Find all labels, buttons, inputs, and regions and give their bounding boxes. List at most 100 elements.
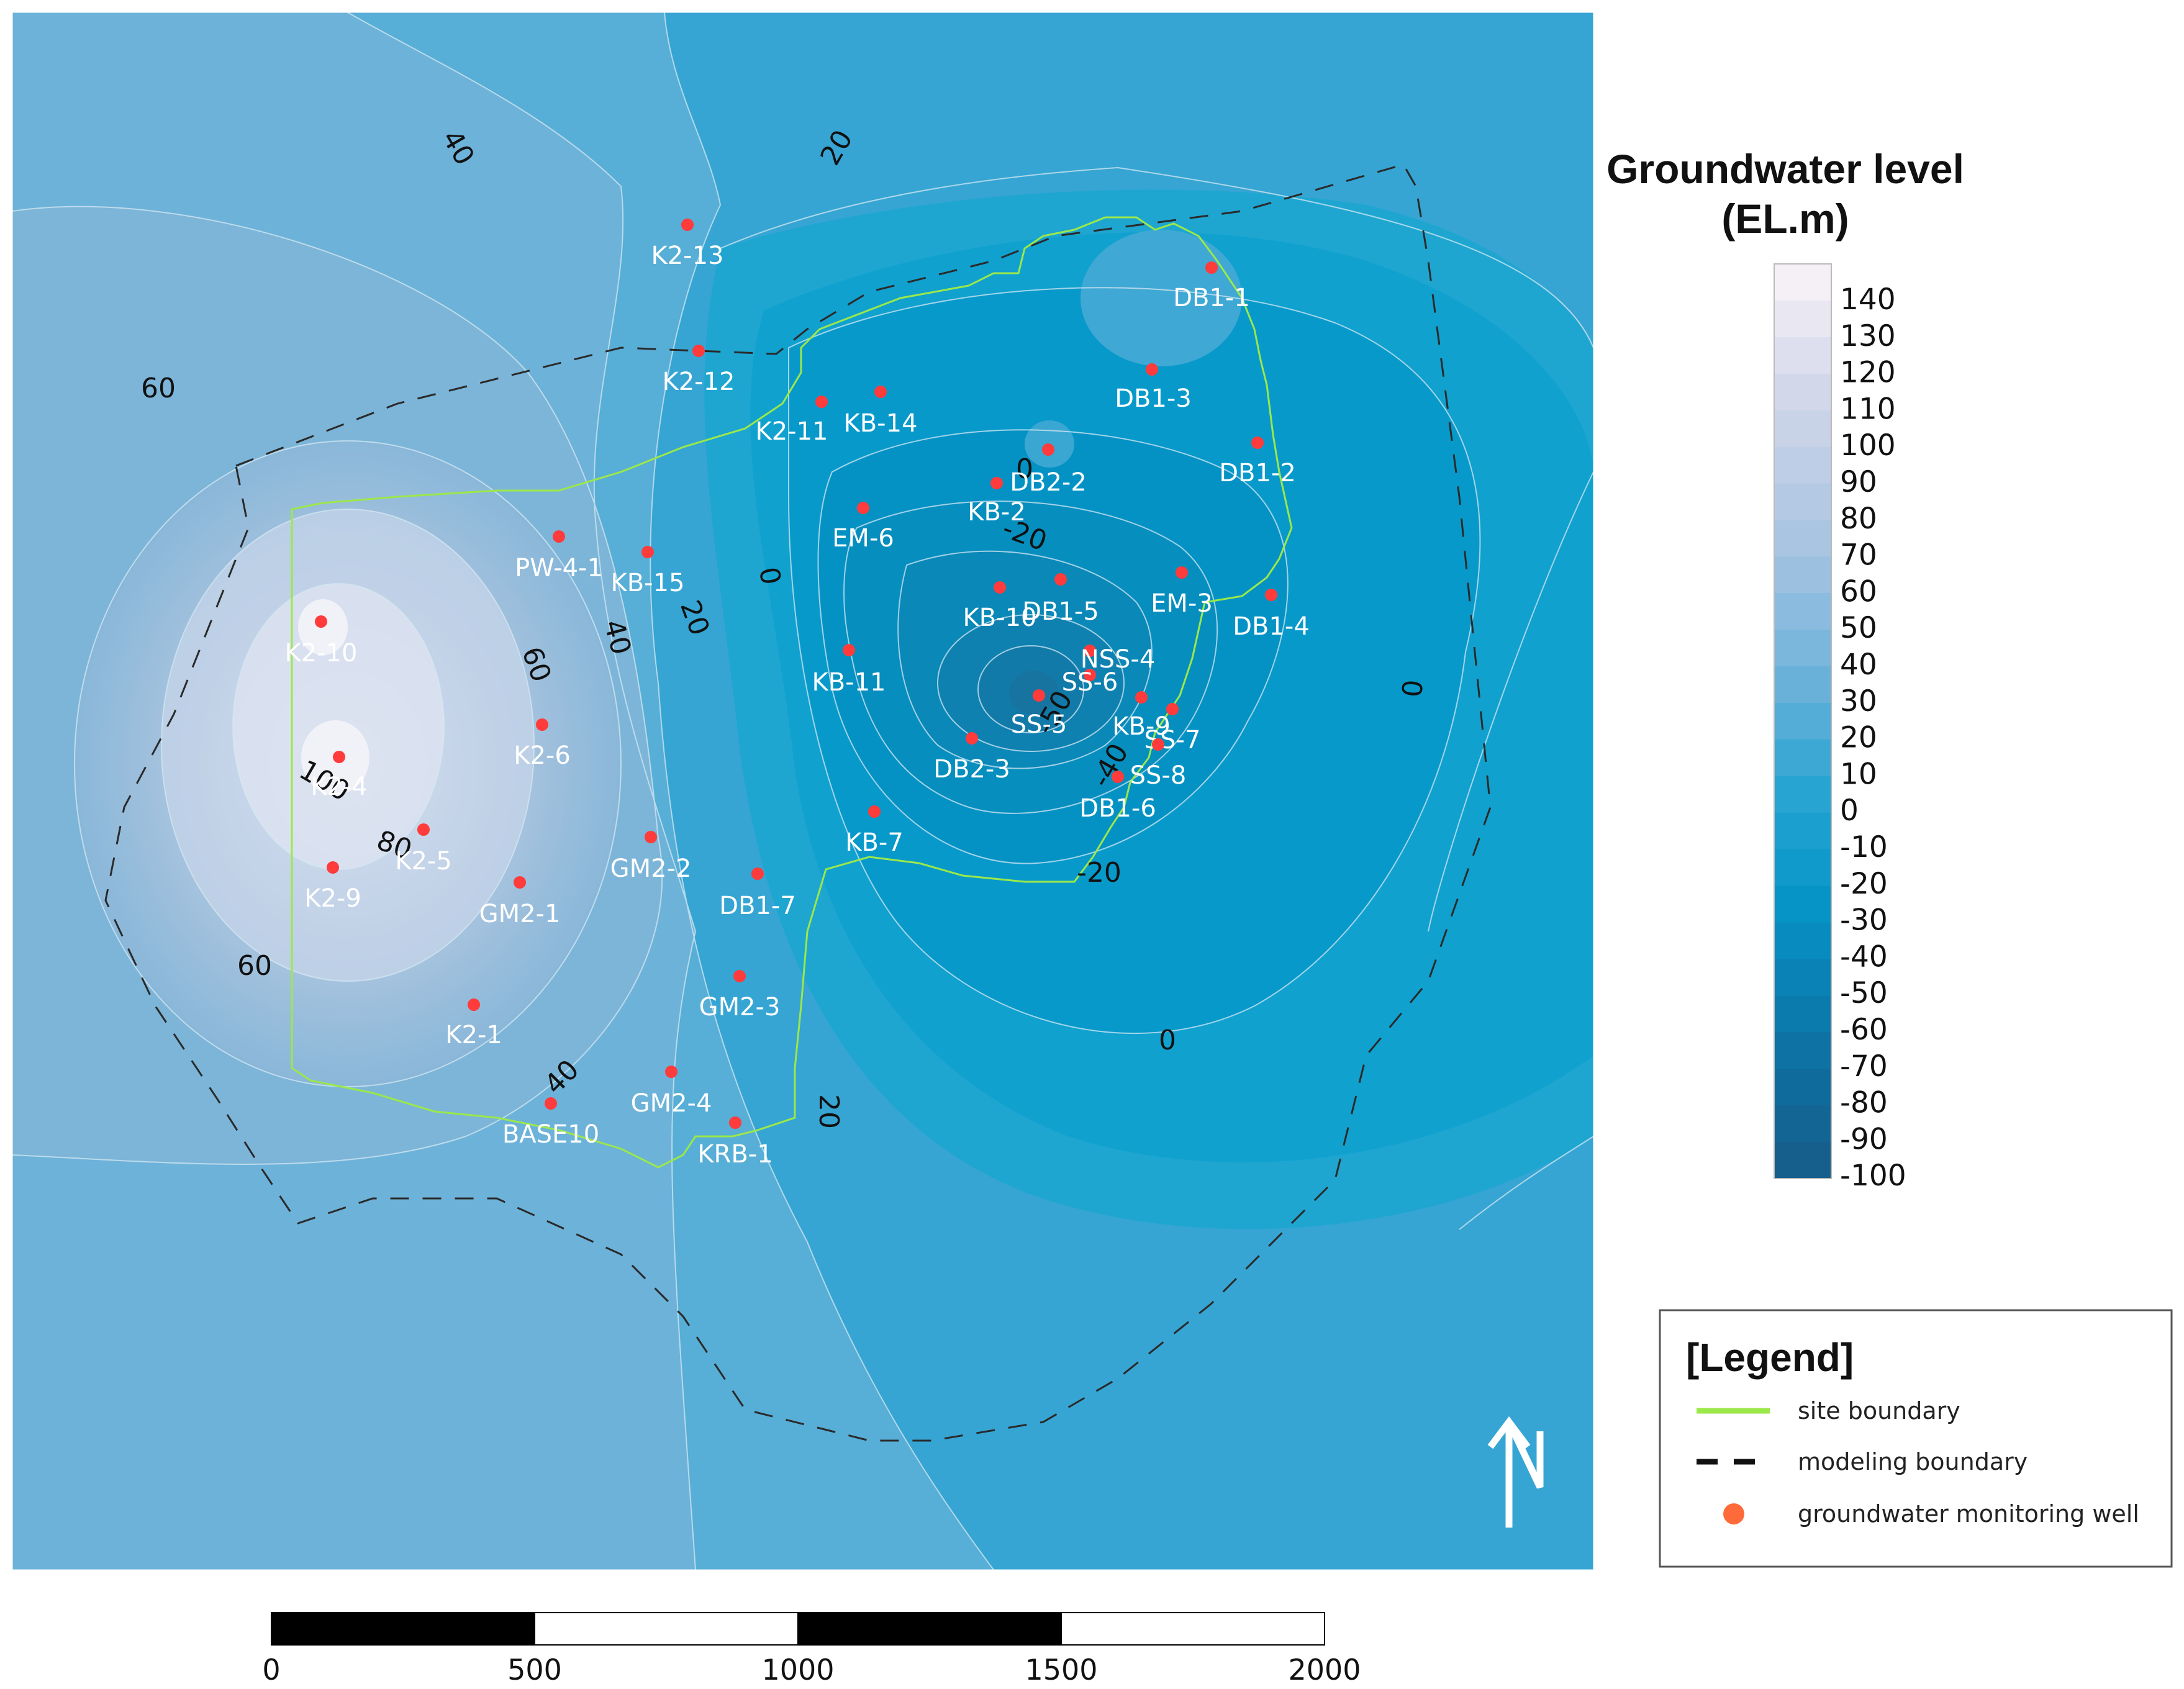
well-marker-icon[interactable] (1042, 443, 1054, 456)
well-marker-icon[interactable] (545, 1097, 557, 1110)
monitoring-well[interactable]: K2-11 (755, 396, 828, 446)
well-marker-icon[interactable] (729, 1116, 741, 1129)
monitoring-well[interactable]: BASE10 (502, 1097, 599, 1149)
well-marker-icon[interactable] (966, 732, 978, 745)
monitoring-well[interactable]: PW-4-1 (515, 530, 603, 582)
well-marker-icon[interactable] (857, 502, 869, 514)
monitoring-well[interactable]: GM2-3 (699, 970, 781, 1021)
well-label: K2-1 (445, 1021, 502, 1049)
monitoring-well[interactable]: K2-6 (514, 718, 571, 770)
monitoring-well[interactable]: KRB-1 (697, 1116, 773, 1169)
monitoring-well[interactable]: DB2-2 (1010, 443, 1087, 497)
well-marker-icon[interactable] (645, 831, 657, 843)
well-marker-icon[interactable] (990, 477, 1003, 489)
well-marker-icon[interactable] (874, 386, 887, 398)
well-marker-icon[interactable] (1251, 437, 1264, 449)
colorbar-swatch (1774, 520, 1831, 558)
scale-segment-3 (798, 1613, 1061, 1645)
legend-modeling-boundary-label: modeling boundary (1798, 1448, 2028, 1475)
well-marker-icon[interactable] (1205, 261, 1218, 274)
monitoring-well[interactable]: SS-5 (1011, 689, 1067, 739)
monitoring-well[interactable]: DB1-3 (1115, 363, 1192, 413)
monitoring-well[interactable]: DB1-4 (1233, 589, 1310, 641)
monitoring-well[interactable]: KB-7 (845, 805, 904, 857)
well-marker-icon[interactable] (553, 530, 565, 543)
well-marker-icon[interactable] (868, 805, 881, 818)
well-marker-icon[interactable] (1112, 771, 1124, 783)
well-marker-icon[interactable] (681, 219, 694, 231)
well-marker-icon[interactable] (1054, 573, 1067, 586)
monitoring-well[interactable]: DB1-1 (1173, 261, 1250, 312)
monitoring-well[interactable]: K2-12 (662, 345, 735, 396)
well-marker-icon[interactable] (815, 396, 828, 408)
well-marker-icon[interactable] (843, 644, 855, 656)
colorbar-swatch (1774, 446, 1831, 484)
well-marker-icon[interactable] (327, 861, 339, 874)
well-marker-icon[interactable] (536, 718, 548, 731)
colorbar-swatch (1774, 593, 1831, 631)
monitoring-well[interactable]: K2-13 (651, 219, 724, 270)
well-marker-icon[interactable] (333, 751, 345, 763)
colorbar-tick-label: 40 (1840, 648, 1877, 682)
monitoring-well[interactable]: GM2-2 (610, 831, 692, 883)
monitoring-well[interactable]: KB-15 (610, 546, 685, 597)
monitoring-well[interactable]: K2-1 (445, 998, 502, 1049)
well-label: KB-9 (1112, 712, 1171, 741)
well-marker-icon[interactable] (1146, 363, 1158, 376)
monitoring-well[interactable]: SS-7 (1144, 703, 1201, 754)
monitoring-well[interactable]: KB-9 (1112, 691, 1171, 741)
well-marker-icon[interactable] (417, 823, 430, 836)
colorbar-swatch (1774, 300, 1831, 338)
monitoring-well[interactable]: DB2-3 (933, 732, 1010, 784)
well-marker-icon[interactable] (665, 1066, 677, 1078)
monitoring-well[interactable]: EM-3 (1151, 566, 1213, 618)
monitoring-well[interactable]: NSS-4 (1081, 645, 1156, 674)
well-marker-icon[interactable] (641, 546, 654, 558)
monitoring-well[interactable]: SS-6 (1062, 668, 1118, 697)
well-marker-icon[interactable] (1084, 669, 1096, 681)
well-marker-icon[interactable] (733, 970, 746, 982)
legend-panel: [Legend] site boundary modeling boundary… (1659, 1309, 2173, 1568)
well-marker-icon[interactable] (1176, 566, 1188, 579)
well-marker-icon[interactable] (514, 876, 526, 889)
monitoring-well[interactable]: EM-6 (832, 502, 894, 553)
well-marker-icon[interactable] (1135, 691, 1148, 704)
well-marker-icon[interactable] (1265, 589, 1277, 601)
monitoring-well[interactable]: K2-4 (310, 751, 368, 801)
monitoring-well[interactable]: DB1-2 (1219, 437, 1296, 487)
contour-value-label: 0 (1397, 679, 1430, 699)
well-marker-icon[interactable] (1084, 645, 1096, 657)
monitoring-well[interactable]: KB-11 (812, 644, 886, 697)
monitoring-well[interactable]: KB-10 (963, 581, 1037, 632)
map-frame (12, 12, 1594, 1570)
well-label: K2-4 (310, 772, 368, 801)
well-marker-icon[interactable] (468, 998, 480, 1011)
well-marker-icon[interactable] (692, 345, 705, 357)
well-marker-icon[interactable] (315, 615, 327, 628)
monitoring-well[interactable]: KB-2 (967, 477, 1026, 527)
monitoring-well[interactable]: SS-8 (1130, 738, 1187, 790)
colorbar-swatch (1774, 556, 1831, 594)
scale-tick-label: 1000 (761, 1653, 834, 1687)
legend-site-boundary-label: site boundary (1798, 1397, 1960, 1424)
well-marker-icon[interactable] (751, 867, 764, 880)
well-marker-icon[interactable] (1033, 689, 1045, 702)
well-marker-icon[interactable] (1166, 703, 1179, 715)
colorbar-swatch (1774, 1142, 1831, 1179)
well-label: GM2-3 (699, 993, 781, 1021)
well-label: DB1-5 (1022, 597, 1099, 626)
monitoring-well[interactable]: K2-10 (284, 615, 358, 668)
monitoring-well[interactable]: KB-14 (843, 386, 918, 438)
monitoring-well[interactable]: DB1-5 (1022, 573, 1099, 626)
contour-value-label: -20 (1077, 857, 1121, 889)
monitoring-well[interactable]: DB1-6 (1079, 771, 1156, 823)
colorbar-tick-label: 0 (1840, 794, 1859, 828)
well-marker-icon[interactable] (1152, 738, 1164, 751)
monitoring-well[interactable]: K2-5 (395, 823, 452, 876)
monitoring-well[interactable]: DB1-7 (719, 867, 796, 920)
monitoring-well[interactable]: GM2-1 (479, 876, 561, 928)
monitoring-well[interactable]: K2-9 (304, 861, 361, 913)
monitoring-well[interactable]: GM2-4 (631, 1066, 712, 1118)
well-label: DB2-2 (1010, 468, 1087, 497)
well-marker-icon[interactable] (994, 581, 1006, 594)
